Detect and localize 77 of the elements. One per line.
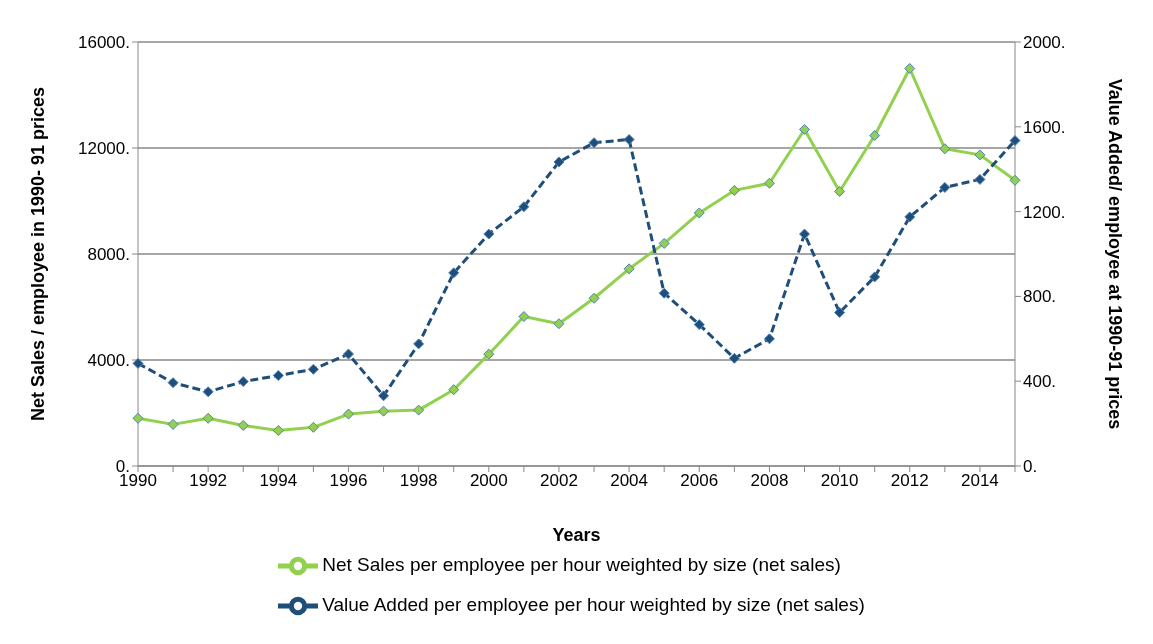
point [1009,174,1021,186]
x-tick-label: 2002 [540,471,578,491]
x-tick-label: 1992 [189,471,228,491]
point [167,377,179,389]
point [237,419,249,431]
point [834,185,846,197]
y2-tick-label: 0. [1023,457,1038,477]
point [834,307,846,319]
point [939,181,951,193]
point [693,207,705,219]
x-tick-label: 1996 [329,471,368,491]
point [904,211,916,225]
x-axis-title: Years [552,525,601,545]
point [553,156,565,168]
y2-tick-label: 800. [1023,287,1057,307]
y-tick-label: 8000. [87,245,130,265]
y-tick-label: 4000. [87,351,130,371]
point [378,390,390,402]
legend-label: Net Sales per employee per hour weighted by size (net sales) [322,554,841,576]
y2-tick-label: 400. [1023,372,1057,392]
x-tick-label: 2008 [750,471,789,491]
point [483,228,495,240]
point [623,134,635,146]
point [763,177,775,189]
y-axis-title: Net Sales / employee in 1990- 91 prices [28,86,49,422]
point [869,271,881,283]
point [237,376,249,388]
point [448,267,460,279]
x-tick-label: 2004 [610,471,649,491]
point [693,319,705,331]
point [518,311,530,323]
legend-label: Value Added per employee per hour weighted by size (net sales) [322,594,865,616]
point [658,287,670,299]
point [904,63,916,74]
point [448,384,460,396]
y-tick-label: 16000. [78,33,130,53]
point [939,143,951,155]
y2-tick-label: 1200. [1023,202,1066,222]
point [588,292,600,304]
point [342,348,354,360]
point [202,412,214,424]
point [553,318,565,330]
point [378,405,390,417]
x-tick-label: 2006 [680,471,719,491]
point [1009,135,1021,147]
point [272,424,284,436]
point [342,408,354,420]
point [728,184,740,196]
x-tick-label: 1998 [399,471,438,491]
y-tick-label: 12000. [78,139,130,159]
point [307,363,319,375]
x-tick-label: 2010 [820,471,859,491]
x-tick-label: 2014 [961,471,999,491]
point [588,137,600,149]
y2-axis-title: Value Added/ employee at 1990-91 prices [1104,78,1125,430]
point [658,237,670,249]
point [167,418,179,430]
point [518,201,530,213]
point [869,130,881,142]
point [132,412,144,424]
point [728,352,740,364]
point [307,421,319,433]
x-tick-label: 2000 [469,471,508,491]
point [413,404,425,416]
point [483,348,495,360]
x-tick-label: 2012 [890,471,929,491]
point [272,369,284,381]
point [974,173,986,185]
x-tick-label: 1994 [259,471,298,491]
point [623,263,635,275]
point [974,149,986,161]
point [413,338,425,350]
y2-tick-label: 2000. [1023,33,1066,53]
point [202,386,214,398]
point [763,333,775,345]
y2-tick-label: 1600. [1023,117,1066,137]
point [799,123,811,135]
